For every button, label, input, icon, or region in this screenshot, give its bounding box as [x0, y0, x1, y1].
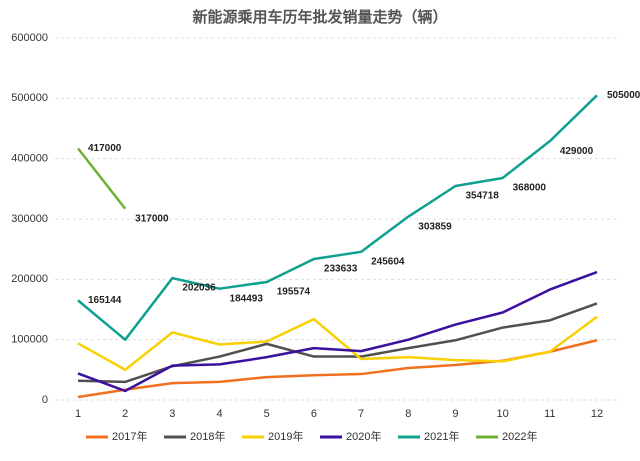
data-label: 195574: [277, 287, 311, 298]
data-label: 429000: [560, 146, 594, 157]
data-label: 505000: [607, 90, 640, 101]
data-label: 368000: [513, 183, 547, 194]
series-line: [77, 302, 598, 384]
data-label: 202036: [182, 283, 216, 294]
y-tick-label: 300000: [11, 213, 48, 225]
legend-label: 2020年: [346, 429, 381, 443]
x-tick-label: 12: [591, 408, 603, 420]
data-label: 354718: [465, 191, 499, 202]
legend-label: 2017年: [112, 429, 147, 443]
data-label: 184493: [230, 293, 264, 304]
y-tick-label: 200000: [11, 273, 48, 285]
x-tick-label: 11: [544, 408, 555, 420]
series-line: [77, 147, 127, 210]
data-label: 303859: [418, 221, 452, 232]
y-tick-label: 400000: [11, 153, 48, 165]
x-tick-label: 10: [497, 408, 509, 420]
x-tick-label: 6: [311, 408, 317, 420]
data-label: 245604: [371, 256, 405, 267]
data-label: 317000: [135, 213, 169, 224]
x-tick-label: 8: [405, 408, 411, 420]
y-tick-label: 600000: [11, 32, 48, 44]
y-tick-label: 0: [42, 394, 48, 406]
data-label: 417000: [88, 143, 122, 154]
x-tick-label: 7: [358, 408, 364, 420]
legend-label: 2018年: [190, 429, 225, 443]
legend-label: 2022年: [502, 429, 537, 443]
series-line: [77, 315, 598, 372]
x-tick-label: 4: [216, 408, 222, 420]
x-tick-label: 3: [169, 408, 175, 420]
series-line: [77, 94, 598, 341]
x-tick-label: 2: [122, 408, 128, 420]
y-tick-label: 100000: [11, 334, 48, 346]
legend-label: 2019年: [268, 429, 303, 443]
chart-title: 新能源乘用车历年批发销量走势（辆）: [192, 8, 447, 26]
x-tick-label: 5: [264, 408, 270, 420]
legend-label: 2021年: [424, 429, 459, 443]
x-tick-label: 1: [75, 408, 81, 420]
data-label: 233633: [324, 264, 358, 275]
data-label: 165144: [88, 295, 122, 306]
x-tick-label: 9: [452, 408, 458, 420]
series-line: [77, 270, 598, 393]
y-tick-label: 500000: [11, 92, 48, 104]
